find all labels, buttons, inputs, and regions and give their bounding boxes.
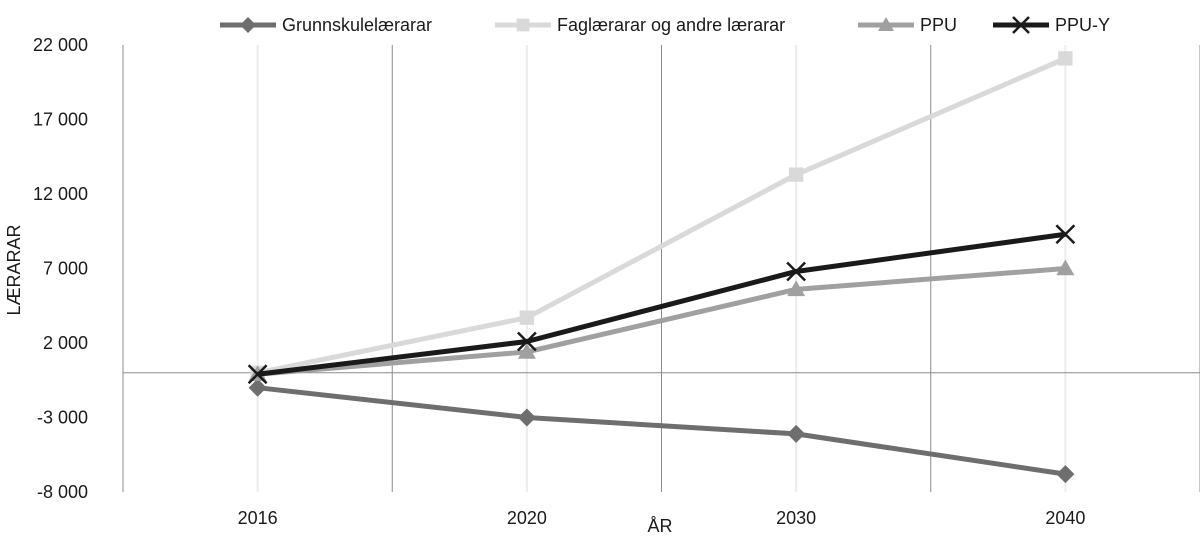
triangle-marker bbox=[517, 342, 536, 359]
legend-item: PPU bbox=[858, 15, 957, 35]
diamond-marker bbox=[248, 378, 267, 397]
y-tick-label: 2 000 bbox=[43, 333, 88, 353]
y-axis-title: LÆRARAR bbox=[4, 224, 24, 315]
x-tick-label: 2016 bbox=[238, 508, 278, 528]
x-marker-stroke bbox=[786, 261, 807, 282]
series-line bbox=[257, 231, 1066, 377]
series-grunnskulel-rarar bbox=[248, 378, 1075, 484]
square-marker bbox=[516, 18, 530, 32]
square-marker bbox=[519, 310, 535, 325]
x-tick-label: 2020 bbox=[507, 508, 547, 528]
x-marker bbox=[786, 261, 807, 282]
x-axis-title: ÅR bbox=[647, 516, 672, 536]
legend: Grunnskulelærarar Faglærarar og andre lær… bbox=[220, 15, 1110, 35]
x-marker-stroke bbox=[516, 331, 537, 352]
y-tick-label: 22 000 bbox=[33, 35, 88, 55]
triangle-marker bbox=[787, 280, 806, 297]
x-marker bbox=[247, 364, 268, 385]
x-tick-label: 2040 bbox=[1045, 508, 1085, 528]
series-layer bbox=[247, 51, 1076, 484]
x-marker bbox=[516, 331, 537, 352]
series-line bbox=[257, 385, 1066, 477]
y-tick-label: 17 000 bbox=[33, 110, 88, 130]
diamond-marker bbox=[240, 17, 256, 33]
x-tick-label: 2030 bbox=[776, 508, 816, 528]
x-marker-stroke bbox=[1055, 224, 1076, 245]
x-marker-stroke bbox=[247, 364, 268, 385]
x-axis-ticks: 2016 2020 2030 2040 bbox=[238, 508, 1086, 528]
y-axis-ticks: -8 000 -3 000 2 000 7 000 12 000 17 000 22 000 bbox=[33, 35, 88, 502]
y-tick-label: 12 000 bbox=[33, 184, 88, 204]
legend-label: Faglærarar og andre lærarar bbox=[557, 15, 785, 35]
x-marker bbox=[1055, 224, 1076, 245]
series-ppu-y bbox=[247, 224, 1076, 385]
grid-lines bbox=[122, 45, 1200, 492]
series-line bbox=[257, 266, 1066, 377]
diamond-marker bbox=[1056, 465, 1075, 484]
legend-label: PPU-Y bbox=[1055, 15, 1110, 35]
x-marker bbox=[1012, 16, 1030, 34]
square-marker bbox=[1058, 51, 1073, 66]
x-marker-stroke bbox=[1012, 16, 1030, 34]
y-tick-label: -8 000 bbox=[37, 482, 88, 502]
series-line bbox=[257, 56, 1067, 376]
legend-item: Faglærarar og andre lærarar bbox=[495, 15, 785, 35]
triangle-marker bbox=[1056, 259, 1075, 276]
legend-item: Grunnskulelærarar bbox=[220, 15, 432, 35]
legend-item: PPU-Y bbox=[993, 15, 1110, 35]
y-tick-label: 7 000 bbox=[43, 259, 88, 279]
diamond-marker bbox=[517, 408, 536, 427]
y-tick-label: -3 000 bbox=[37, 408, 88, 428]
square-marker bbox=[788, 167, 804, 182]
legend-label: PPU bbox=[920, 15, 957, 35]
legend-label: Grunnskulelærarar bbox=[282, 15, 432, 35]
triangle-marker bbox=[878, 17, 894, 31]
diamond-marker bbox=[787, 424, 806, 443]
